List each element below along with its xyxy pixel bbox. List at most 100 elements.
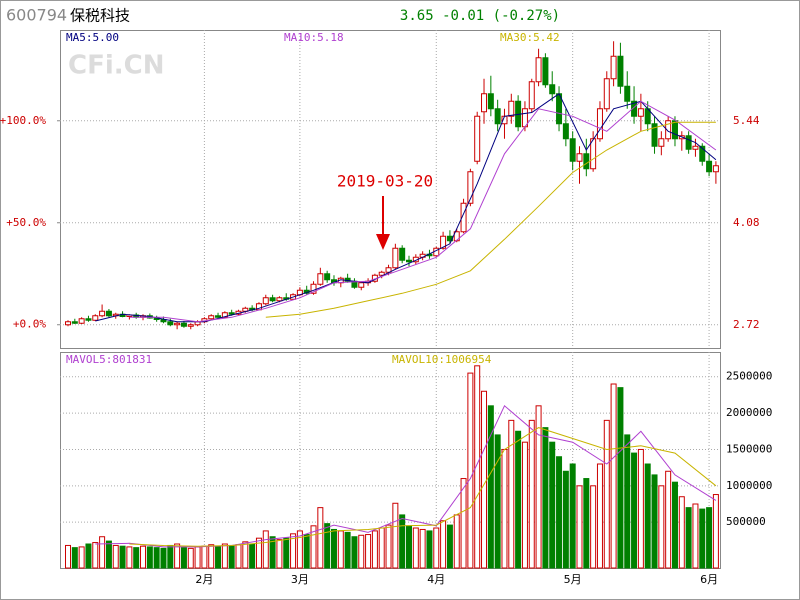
candle-body: [92, 315, 99, 321]
volume-bar: [228, 544, 235, 569]
y-tick-label: 2000000: [726, 406, 772, 419]
candle-body: [487, 93, 494, 110]
volume-bar: [487, 405, 494, 569]
candle-body: [221, 312, 228, 318]
volume-bar: [105, 540, 112, 569]
candle-body: [671, 120, 678, 140]
candle-body: [187, 324, 194, 327]
volume-bar: [610, 383, 617, 569]
volume-bar: [337, 530, 344, 569]
y2-tick-label: +50.0%: [6, 216, 46, 229]
candle-body: [378, 271, 385, 276]
volume-bar: [562, 470, 569, 569]
volume-bar: [637, 448, 644, 569]
volume-bar: [262, 530, 269, 569]
candle-body: [610, 55, 617, 80]
volume-bar: [126, 546, 133, 569]
volume-bar: [406, 525, 412, 569]
volume-bar: [78, 546, 85, 569]
volume-bar: [344, 531, 351, 569]
volume-bar: [92, 542, 99, 569]
volume-bar: [146, 546, 153, 569]
volume-bar: [453, 514, 460, 569]
y-tick-label: 1500000: [726, 442, 772, 455]
candle-body: [460, 202, 467, 233]
volume-bar: [665, 470, 672, 569]
ma-line: [129, 427, 717, 547]
candle-body: [617, 55, 624, 87]
volume-bar: [324, 523, 331, 569]
x-tick-label: 6月: [700, 573, 718, 586]
volume-bar: [617, 387, 624, 569]
candle-body: [658, 138, 665, 147]
y-tick-label: 2500000: [726, 370, 772, 383]
volume-bar: [433, 527, 440, 569]
volume-bar: [481, 390, 488, 569]
volume-bar: [283, 537, 290, 569]
candle-body: [590, 138, 597, 170]
volume-bar: [501, 448, 508, 569]
candle-body: [596, 108, 603, 140]
volume-bar: [269, 536, 276, 569]
volume-bar: [508, 419, 515, 569]
volume-bar: [296, 530, 303, 569]
volume-bar: [399, 514, 406, 569]
y-tick-label: 1000000: [726, 479, 772, 492]
candle-body: [508, 100, 515, 117]
candle-body: [651, 123, 658, 147]
candle-body: [310, 283, 317, 294]
volume-bar: [112, 544, 119, 569]
candle-body: [208, 315, 215, 320]
volume-bar: [467, 372, 474, 569]
candle-body: [78, 318, 85, 324]
volume-bar: [330, 528, 337, 569]
legend-entry: MA10:5.18: [284, 31, 344, 44]
watermark: CFi.CN: [68, 51, 164, 81]
volume-bar: [140, 545, 147, 569]
volume-bar: [460, 478, 467, 569]
candle-body: [494, 108, 501, 125]
volume-bar: [180, 547, 187, 569]
volume-bar: [419, 528, 426, 569]
volume-bar: [255, 537, 262, 569]
candle-body: [180, 322, 187, 327]
volume-bar: [569, 463, 576, 569]
candle-body: [535, 57, 542, 83]
volume-bar: [474, 365, 481, 569]
candle-body: [105, 310, 112, 317]
candle-body: [174, 322, 181, 326]
candle-body: [699, 145, 706, 162]
volume-bar: [201, 545, 208, 569]
x-tick-label: 2月: [195, 573, 213, 586]
candle-body: [603, 78, 610, 110]
volume-bar: [515, 430, 522, 569]
volume-bar: [133, 547, 140, 569]
volume-bar: [576, 485, 583, 569]
volume-bar: [351, 536, 358, 569]
candle-body: [99, 310, 106, 317]
price-panel: [60, 30, 721, 349]
volume-bar: [685, 507, 692, 569]
y-tick-label: 5.44: [733, 114, 760, 127]
x-tick-label: 5月: [564, 573, 582, 586]
volume-bar: [706, 507, 713, 569]
candle-body: [685, 135, 692, 150]
stock-name: 保税科技: [70, 7, 130, 25]
candle-body: [474, 115, 481, 162]
candle-body: [637, 108, 644, 117]
volume-bar: [167, 544, 174, 569]
candle-body: [569, 138, 576, 162]
candle-body: [528, 81, 535, 110]
volume-bar: [85, 543, 92, 569]
volume-bar: [692, 503, 699, 569]
candle-body: [262, 297, 269, 305]
legend-entry: MA5:5.00: [66, 31, 119, 44]
volume-bar: [221, 543, 228, 569]
annotation: 2019-03-20: [337, 172, 433, 191]
volume-bar: [235, 544, 242, 569]
y-tick-label: 500000: [726, 515, 766, 528]
volume-bar: [440, 520, 447, 569]
volume-bar: [549, 441, 556, 569]
candle-body: [71, 321, 78, 324]
